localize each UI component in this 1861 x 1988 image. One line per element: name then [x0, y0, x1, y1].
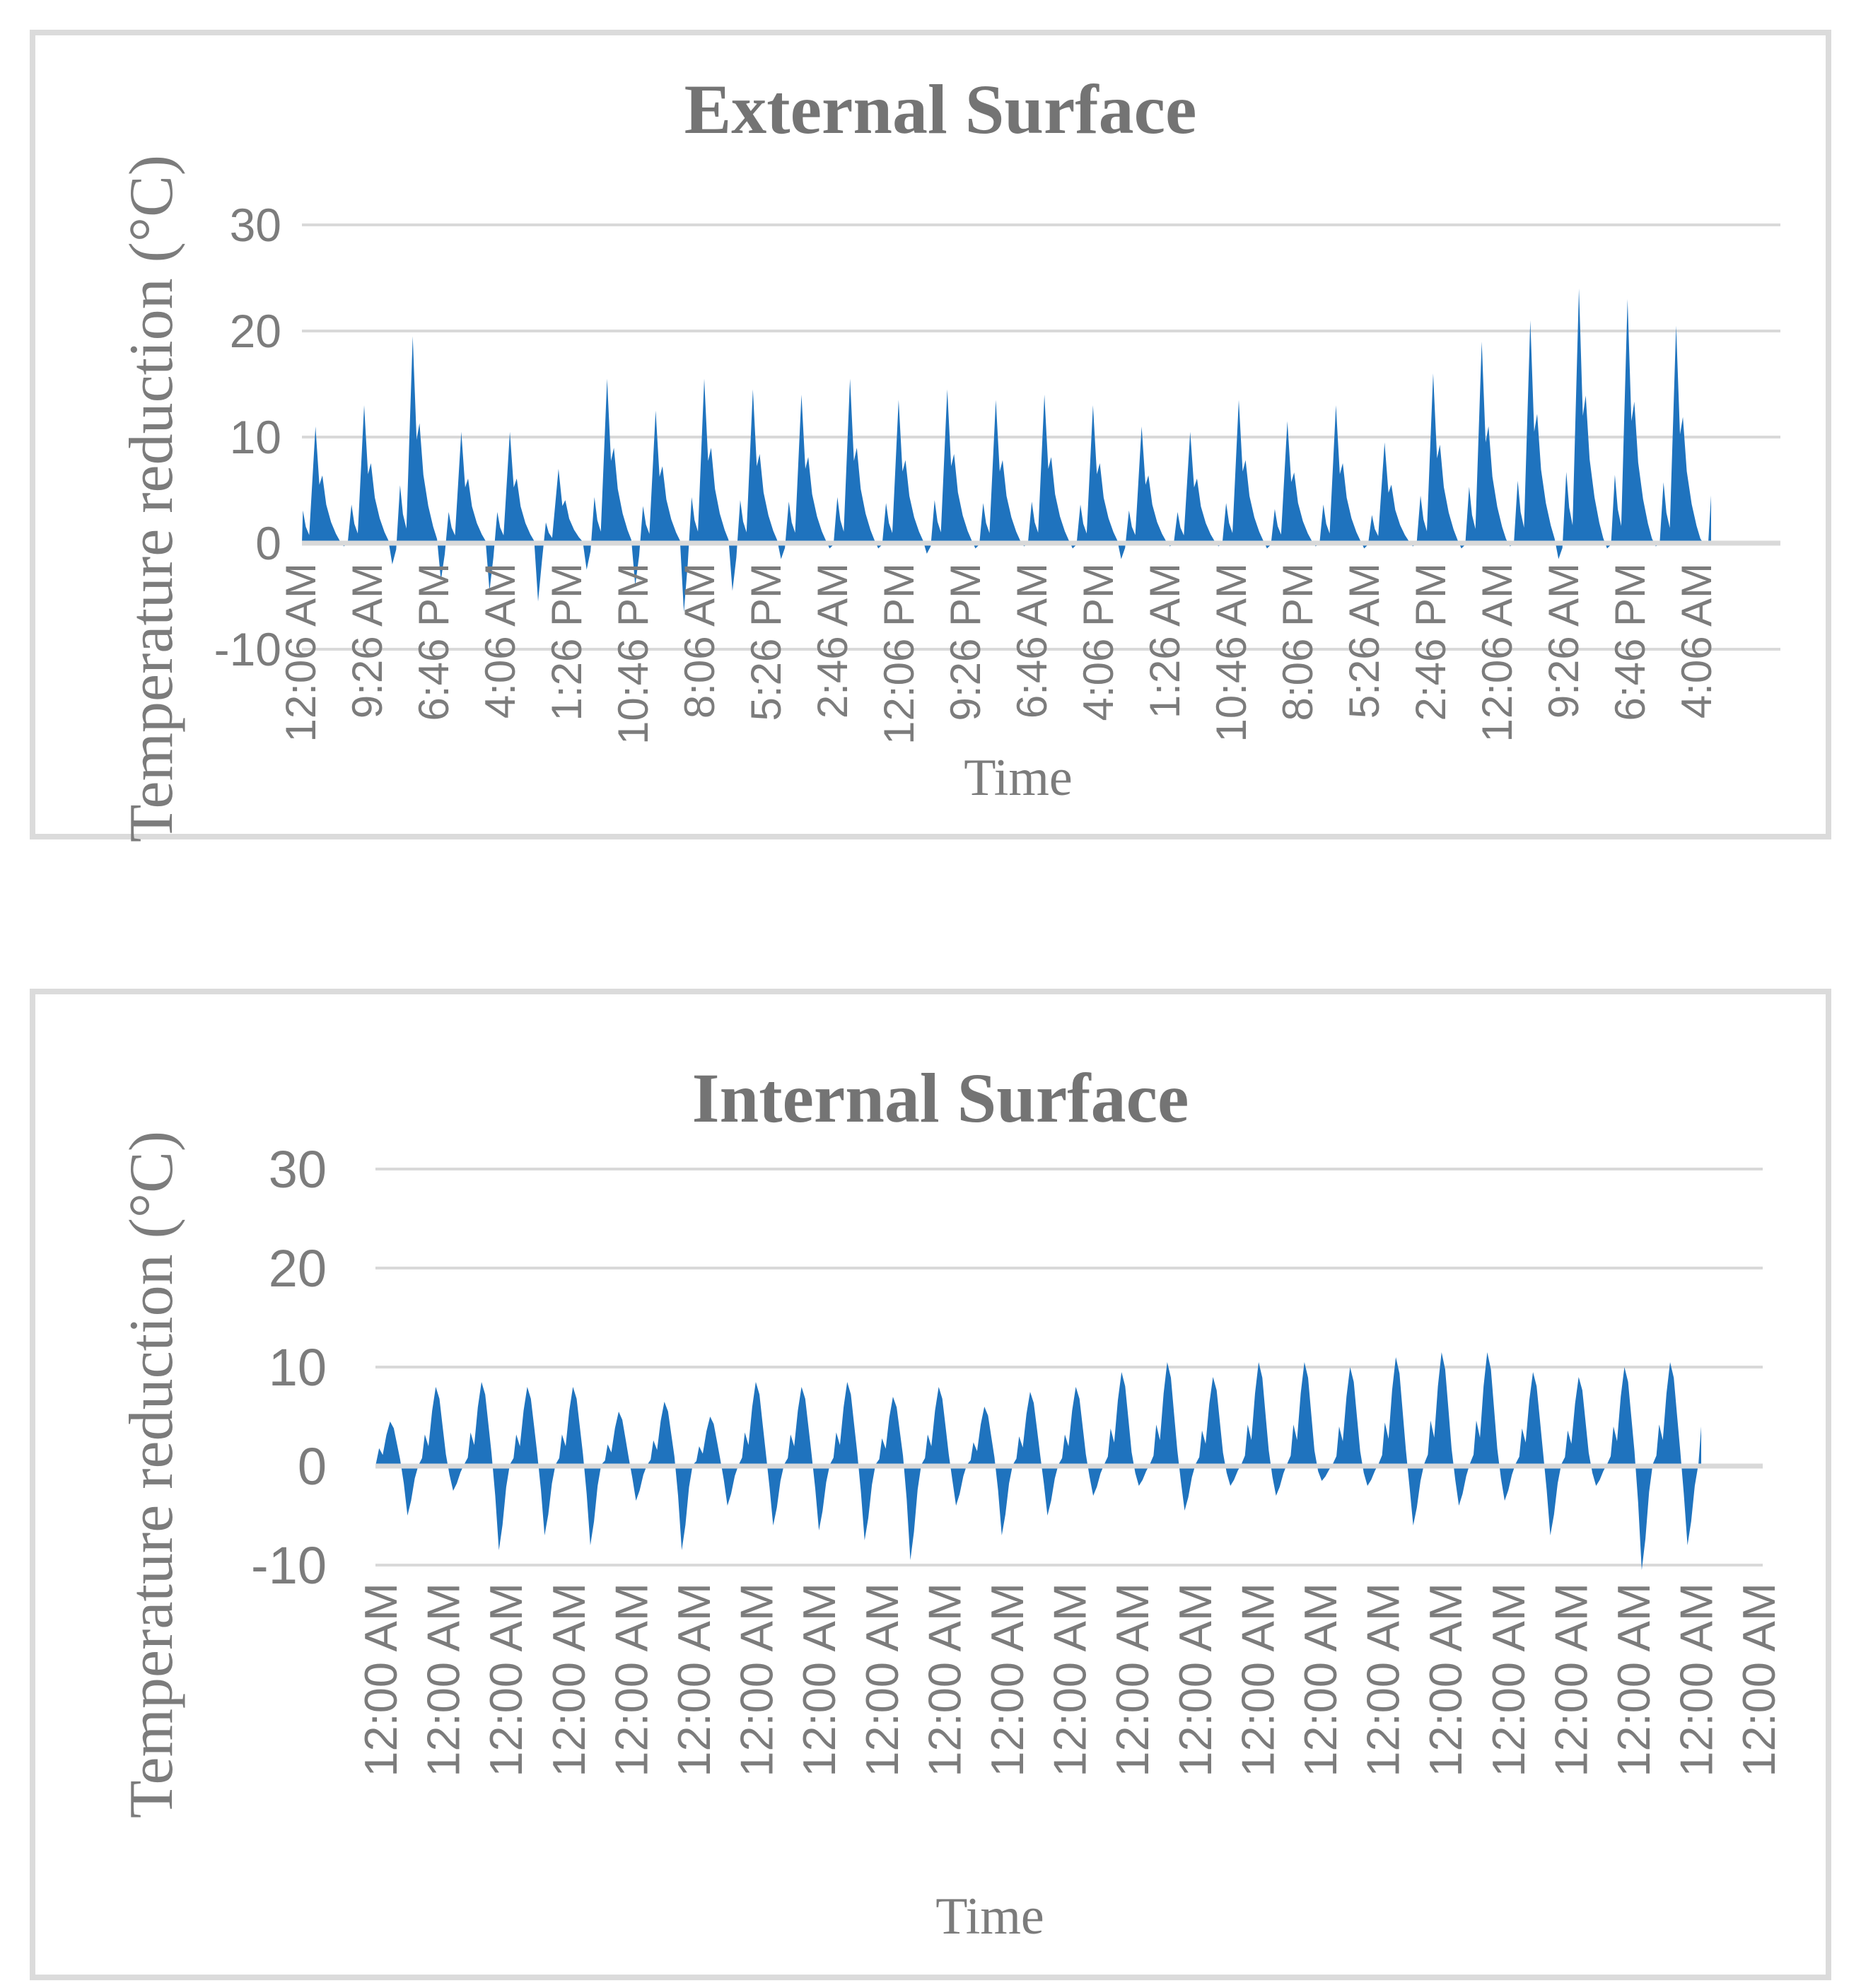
x-tick-label: 12:00 AM [1232, 1583, 1283, 1777]
x-tick-label: 12:00 AM [605, 1583, 657, 1777]
x-tick-label: 12:00 AM [543, 1583, 595, 1777]
x-tick-label: 1:26 PM [543, 563, 590, 721]
x-tick-label: 12:00 AM [1044, 1583, 1096, 1777]
y-tick-label: -10 [214, 623, 281, 675]
area-series [375, 1352, 1701, 1570]
y-tick-label: 30 [269, 1140, 327, 1199]
x-tick-label: 9:26 PM [942, 563, 989, 721]
x-tick-label: 2:46 PM [1407, 563, 1454, 721]
chart-title-external: External Surface [684, 70, 1197, 149]
x-tick-label: 4:06 AM [477, 563, 524, 719]
x-tick-label: 10:46 PM [609, 563, 657, 745]
y-tick-label: 20 [230, 305, 281, 357]
x-tick-label: 9:26 AM [344, 563, 391, 719]
y-tick-label: 0 [298, 1437, 327, 1496]
x-tick-label: 6:46 PM [410, 563, 457, 721]
x-tick-label: 12:00 AM [1733, 1583, 1785, 1777]
x-tick-label: 6:46 PM [1606, 563, 1654, 721]
x-axis-title-external: Time [964, 749, 1073, 807]
area-series [302, 289, 1711, 612]
y-tick-label: 10 [230, 411, 281, 463]
x-tick-label: 12:00 AM [1608, 1583, 1659, 1777]
chart-title-internal: Internal Surface [692, 1059, 1189, 1137]
x-tick-label: 4:06 AM [1673, 563, 1720, 719]
x-tick-label: 5:26 PM [742, 563, 790, 721]
x-tick-label: 12:06 AM [1474, 563, 1521, 743]
x-tick-label: 9:26 AM [1540, 563, 1587, 719]
y-tick-label: 10 [269, 1338, 327, 1397]
x-tick-label: 12:00 AM [856, 1583, 908, 1777]
x-tick-label: 5:26 AM [1341, 563, 1388, 719]
x-tick-label: 12:00 AM [793, 1583, 845, 1777]
y-tick-label: 0 [255, 517, 281, 569]
x-tick-label: 12:00 AM [1545, 1583, 1597, 1777]
x-axis-title-internal: Time [935, 1888, 1044, 1946]
x-tick-label: 12:00 AM [1107, 1583, 1158, 1777]
y-tick-label: -10 [251, 1536, 327, 1595]
x-tick-label: 12:00 AM [981, 1583, 1033, 1777]
x-tick-label: 12:00 AM [1169, 1583, 1221, 1777]
y-tick-label: 30 [230, 199, 281, 251]
x-tick-label: 12:06 PM [875, 563, 923, 745]
x-tick-label: 12:06 AM [277, 563, 325, 743]
x-tick-label: 8:06 PM [1274, 563, 1322, 721]
x-tick-label: 6:46 AM [1008, 563, 1056, 719]
y-axis-title-external: Temperature reduction (°C) [117, 154, 186, 843]
x-tick-label: 12:00 AM [480, 1583, 532, 1777]
x-tick-label: 12:00 AM [668, 1583, 720, 1777]
y-tick-label: 20 [269, 1239, 327, 1298]
x-tick-label: 1:26 AM [1141, 563, 1189, 719]
internal-surface-panel [30, 989, 1831, 1980]
x-tick-label: 12:00 AM [355, 1583, 407, 1777]
x-tick-label: 12:00 AM [418, 1583, 469, 1777]
x-tick-label: 12:00 AM [1483, 1583, 1534, 1777]
x-tick-label: 2:46 AM [809, 563, 856, 719]
x-tick-label: 12:00 AM [1420, 1583, 1471, 1777]
y-axis-title-internal: Temperature reduction (°C) [117, 1130, 186, 1819]
x-tick-label: 12:00 AM [1358, 1583, 1409, 1777]
x-tick-label: 12:00 AM [1671, 1583, 1722, 1777]
x-tick-label: 8:06 AM [676, 563, 723, 719]
x-tick-label: 12:00 AM [1295, 1583, 1346, 1777]
x-tick-label: 4:06 PM [1075, 563, 1122, 721]
x-tick-label: 12:00 AM [731, 1583, 783, 1777]
x-tick-label: 12:00 AM [918, 1583, 970, 1777]
x-tick-label: 10:46 AM [1208, 563, 1255, 743]
